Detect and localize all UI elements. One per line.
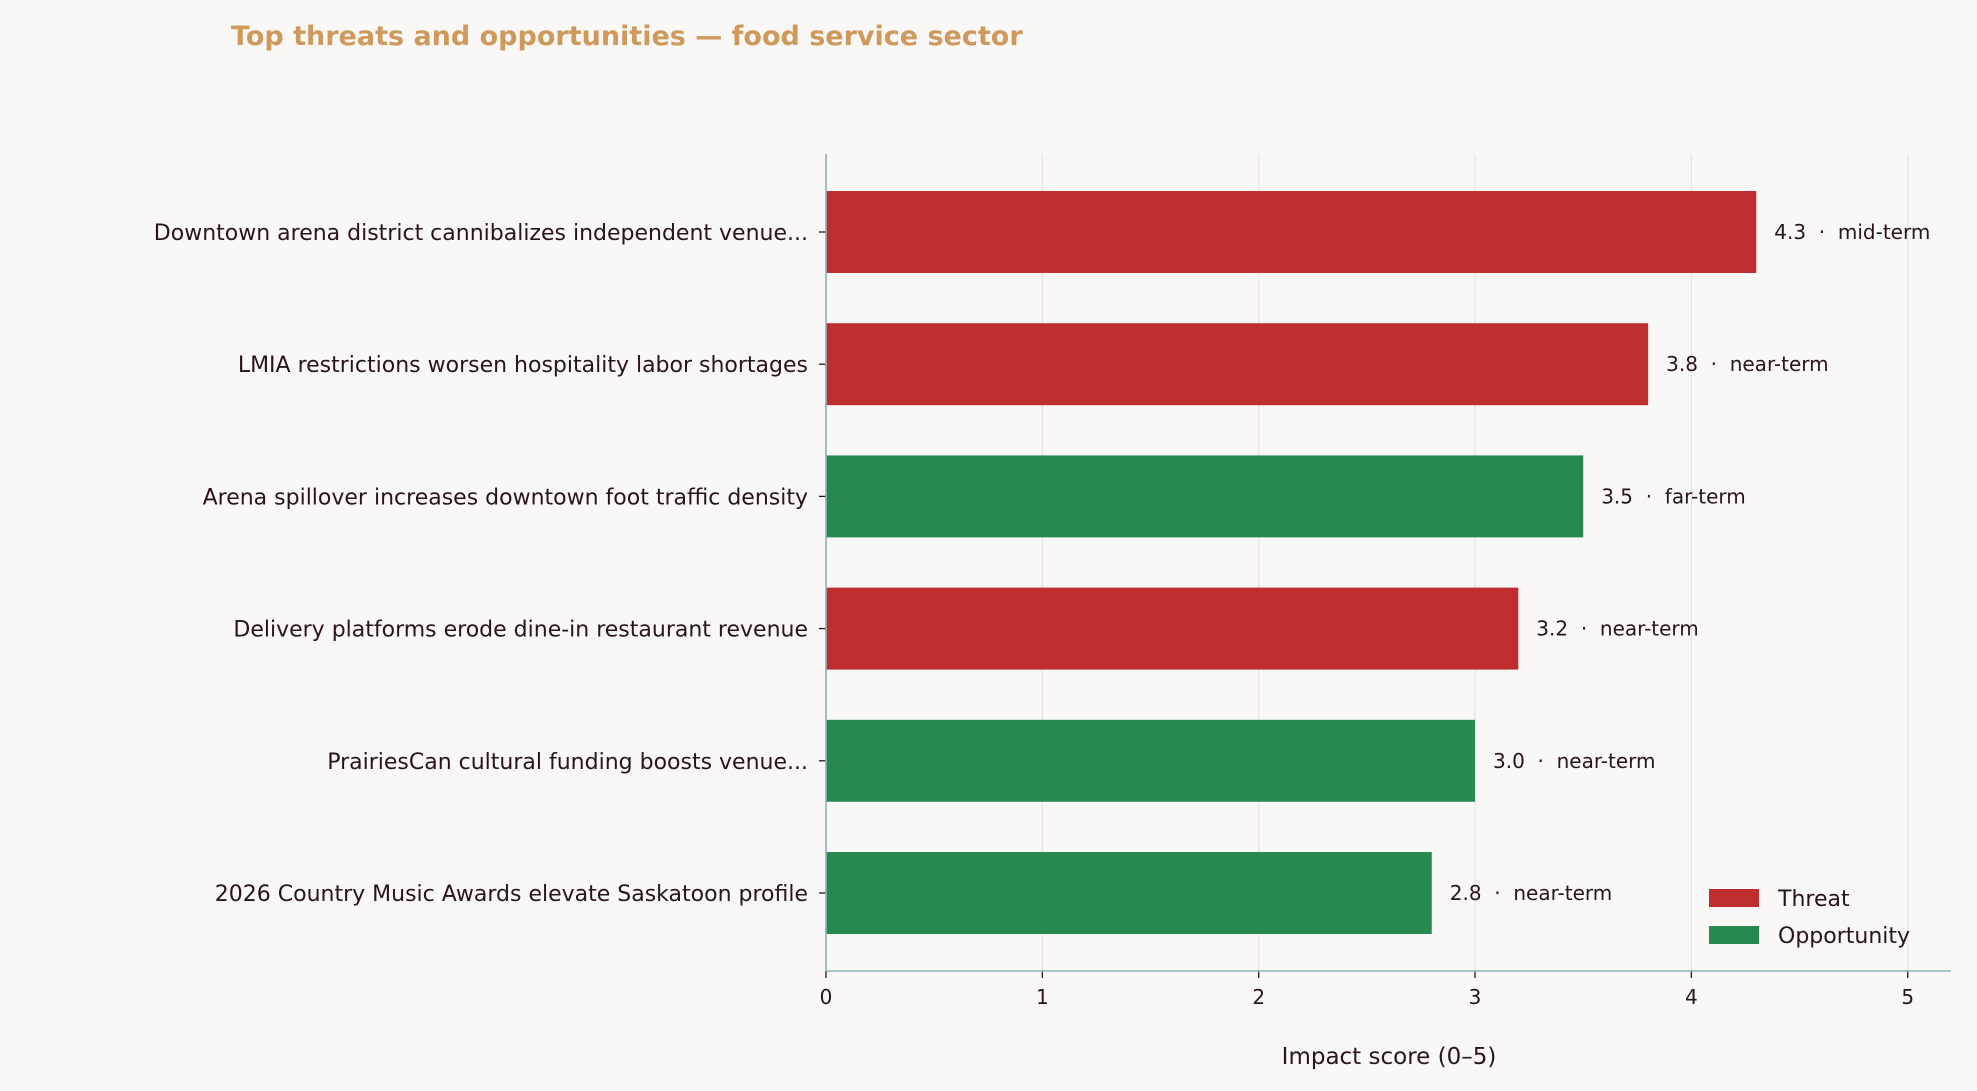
category-label: Downtown arena district cannibalizes ind…: [154, 221, 808, 246]
category-label: LMIA restrictions worsen hospitality lab…: [238, 353, 808, 378]
category-label: 2026 Country Music Awards elevate Saskat…: [215, 882, 808, 907]
x-tick-label: 0: [820, 985, 833, 1009]
bar-threat: [826, 587, 1519, 670]
category-label: Delivery platforms erode dine-in restaur…: [233, 618, 808, 643]
legend: Threat Opportunity: [1709, 887, 1910, 949]
grid: [1041, 154, 1909, 971]
category-label: PrairiesCan cultural funding boosts venu…: [327, 750, 808, 775]
bars: 4.3 · mid-term 3.8 · near-term 3.5 · far-t…: [826, 191, 1930, 934]
x-axis-label: Impact score (0–5): [1282, 1044, 1497, 1070]
bar-threat: [826, 191, 1757, 273]
bar-opportunity: [826, 719, 1476, 802]
x-tick-label: 5: [1901, 985, 1914, 1009]
x-tick-label: 1: [1036, 985, 1049, 1009]
chart-title: Top threats and opportunities — food ser…: [231, 21, 1023, 52]
x-tick-label: 4: [1685, 985, 1698, 1009]
bar-value-label: 3.2 · near-term: [1536, 617, 1699, 641]
legend-swatch-threat: [1709, 889, 1759, 907]
bar-value-label: 3.5 · far-term: [1601, 484, 1746, 508]
bar-value-label: 3.8 · near-term: [1666, 352, 1829, 376]
legend-swatch-opportunity: [1709, 926, 1759, 944]
bar-value-label: 2.8 · near-term: [1450, 881, 1613, 905]
bar-threat: [826, 323, 1649, 406]
x-tick-label: 2: [1252, 985, 1265, 1009]
legend-label: Opportunity: [1778, 924, 1910, 949]
x-tick-label: 3: [1469, 985, 1482, 1009]
bar-value-label: 3.0 · near-term: [1493, 749, 1656, 773]
category-label: Arena spillover increases downtown foot …: [203, 485, 808, 510]
bar-opportunity: [826, 852, 1432, 934]
bar-value-label: 4.3 · mid-term: [1774, 220, 1930, 244]
legend-label: Threat: [1777, 887, 1850, 912]
axes: 0 1 2 3 4 5 Downtown arena district cannibaliz…: [154, 154, 1951, 1009]
bar-opportunity: [826, 455, 1584, 538]
